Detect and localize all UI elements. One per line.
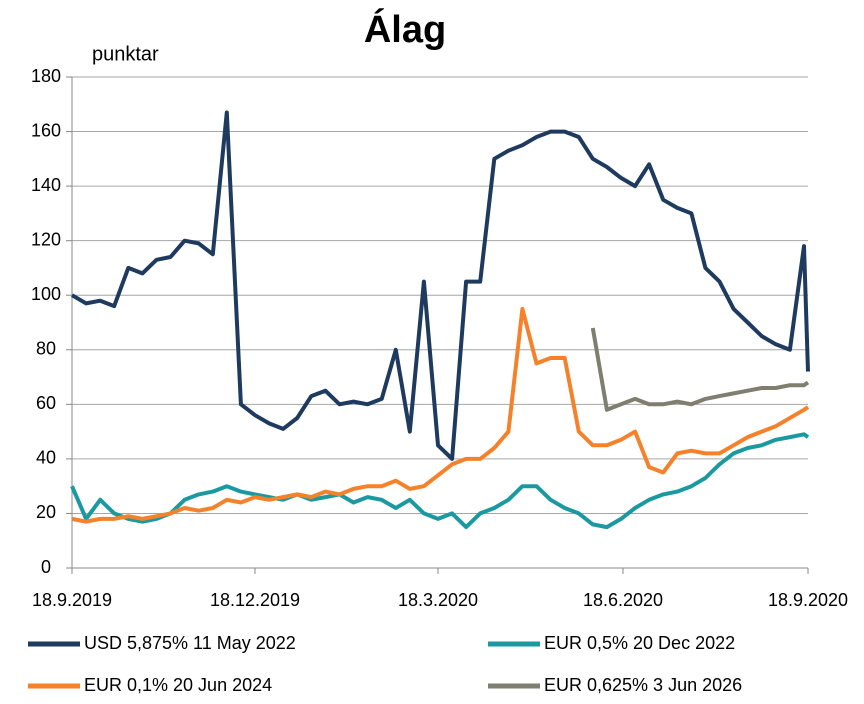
x-tick-label: 18.9.2019 [32, 590, 112, 610]
y-tick-label: 120 [31, 229, 61, 249]
legend-label: EUR 0,625% 3 Jun 2026 [544, 675, 742, 695]
y-tick-label: 80 [36, 339, 56, 359]
x-tick-label: 18.9.2020 [768, 590, 848, 610]
y-tick-label: 180 [31, 66, 61, 86]
y-tick-label: 20 [36, 502, 56, 522]
x-tick-label: 18.12.2019 [210, 590, 300, 610]
y-tick-label: 40 [36, 448, 56, 468]
legend-label: EUR 0,5% 20 Dec 2022 [544, 633, 735, 653]
y-tick-label: 140 [31, 175, 61, 195]
line-series [590, 327, 810, 412]
legend-label: EUR 0,1% 20 Jun 2024 [84, 675, 272, 695]
y-tick-label: 60 [36, 393, 56, 413]
y-tick-label: 160 [31, 120, 61, 140]
line-series [70, 110, 810, 461]
x-tick-label: 18.3.2020 [398, 590, 478, 610]
line-series [70, 432, 810, 530]
chart-title: Álag [364, 7, 446, 51]
line-series [71, 306, 810, 524]
y-tick-label: 100 [31, 284, 61, 304]
legend-label: USD 5,875% 11 May 2022 [84, 633, 296, 653]
x-tick-label: 18.6.2020 [583, 590, 663, 610]
y-axis-label: punktar [92, 43, 159, 65]
y-tick-label: 0 [41, 557, 51, 577]
